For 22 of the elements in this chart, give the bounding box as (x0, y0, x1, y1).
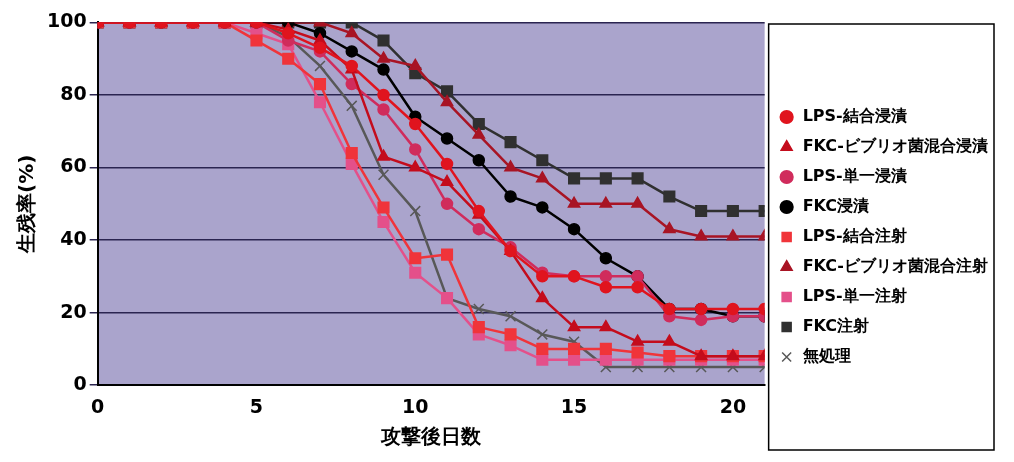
y-axis-title: 生残率(%) (14, 154, 39, 254)
x-axis-title: 攻撃後日数 (380, 424, 483, 449)
y-tick-label: 60 (60, 154, 87, 177)
y-tick-label: 0 (73, 372, 87, 395)
y-tick-label: 80 (60, 81, 87, 104)
x-tick-label: 5 (249, 394, 264, 417)
legend-label: FKC-ビブリオ菌混合注射 (802, 256, 988, 276)
legend-label: LPS-結合注射 (802, 226, 907, 246)
legend-label: LPS-単一注射 (802, 286, 907, 306)
legend-label: 無処理 (801, 346, 851, 366)
legend-label: FKC-ビブリオ菌混合浸漬 (802, 136, 988, 156)
x-tick-label: 10 (402, 394, 429, 417)
y-tick-label: 100 (46, 9, 87, 32)
y-tick-label: 40 (60, 227, 87, 250)
x-tick-label: 20 (719, 394, 747, 417)
y-tick-label: 20 (60, 299, 87, 322)
legend-label: LPS-単一浸漬 (802, 166, 907, 186)
legend-label: FKC注射 (802, 316, 869, 336)
legend-label: FKC浸漬 (802, 196, 869, 216)
x-tick-label: 15 (560, 394, 588, 417)
legend-label: LPS-結合浸漬 (802, 106, 907, 126)
x-tick-label: 0 (91, 394, 105, 417)
